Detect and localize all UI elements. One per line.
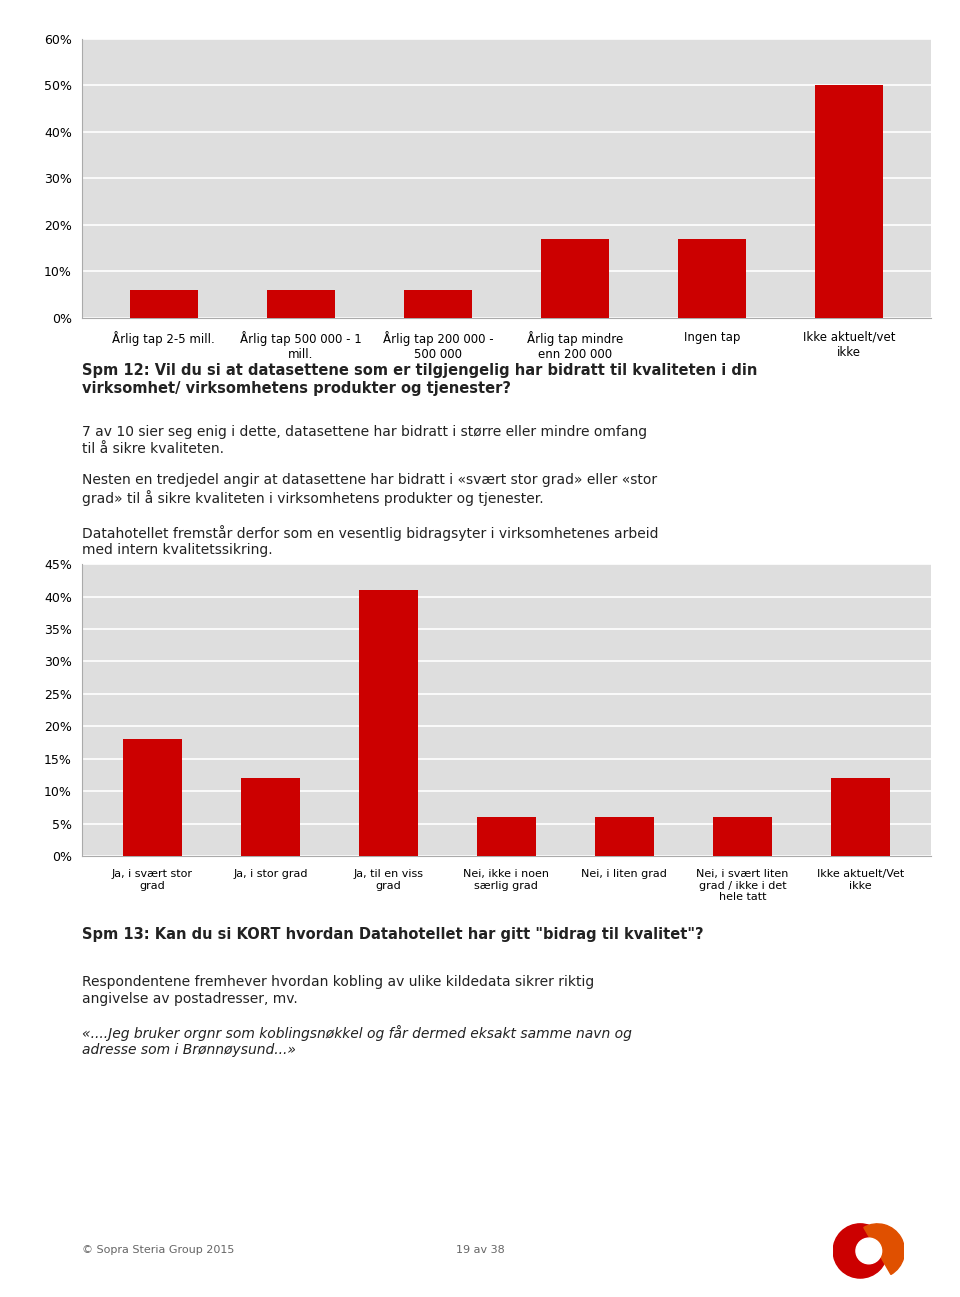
Bar: [477, 817, 536, 856]
Bar: [241, 778, 300, 856]
Text: Spm 12: Vil du si at datasettene som er tilgjengelig har bidratt til kvaliteten : Spm 12: Vil du si at datasettene som er …: [82, 363, 757, 396]
Bar: [831, 778, 890, 856]
Circle shape: [856, 1239, 881, 1263]
Bar: [403, 291, 472, 318]
Text: 19 av 38: 19 av 38: [456, 1245, 504, 1255]
Text: © Sopra Steria Group 2015: © Sopra Steria Group 2015: [82, 1245, 234, 1255]
Text: Spm 13: Kan du si KORT hvordan Datahotellet har gitt "bidrag til kvalitet"?: Spm 13: Kan du si KORT hvordan Datahotel…: [82, 927, 704, 943]
Wedge shape: [864, 1224, 904, 1275]
Text: Respondentene fremhever hvordan kobling av ulike kildedata sikrer riktig
angivel: Respondentene fremhever hvordan kobling …: [82, 975, 594, 1005]
Text: «....Jeg bruker orgnr som koblingsnøkkel og får dermed eksakt samme navn og
adre: «....Jeg bruker orgnr som koblingsnøkkel…: [82, 1025, 632, 1057]
Bar: [130, 291, 198, 318]
Bar: [359, 590, 418, 856]
Bar: [123, 739, 181, 856]
Bar: [713, 817, 772, 856]
Bar: [267, 291, 335, 318]
Text: 7 av 10 sier seg enig i dette, datasettene har bidratt i større eller mindre omf: 7 av 10 sier seg enig i dette, datasette…: [82, 425, 647, 455]
Bar: [815, 86, 883, 318]
Circle shape: [833, 1224, 887, 1278]
Bar: [595, 817, 654, 856]
Bar: [678, 239, 746, 318]
Text: Nesten en tredjedel angir at datasettene har bidratt i «svært stor grad» eller «: Nesten en tredjedel angir at datasettene…: [82, 473, 657, 506]
Text: Datahotellet fremstår derfor som en vesentlig bidragsyter i virksomhetenes arbei: Datahotellet fremstår derfor som en vese…: [82, 525, 659, 558]
Bar: [540, 239, 610, 318]
